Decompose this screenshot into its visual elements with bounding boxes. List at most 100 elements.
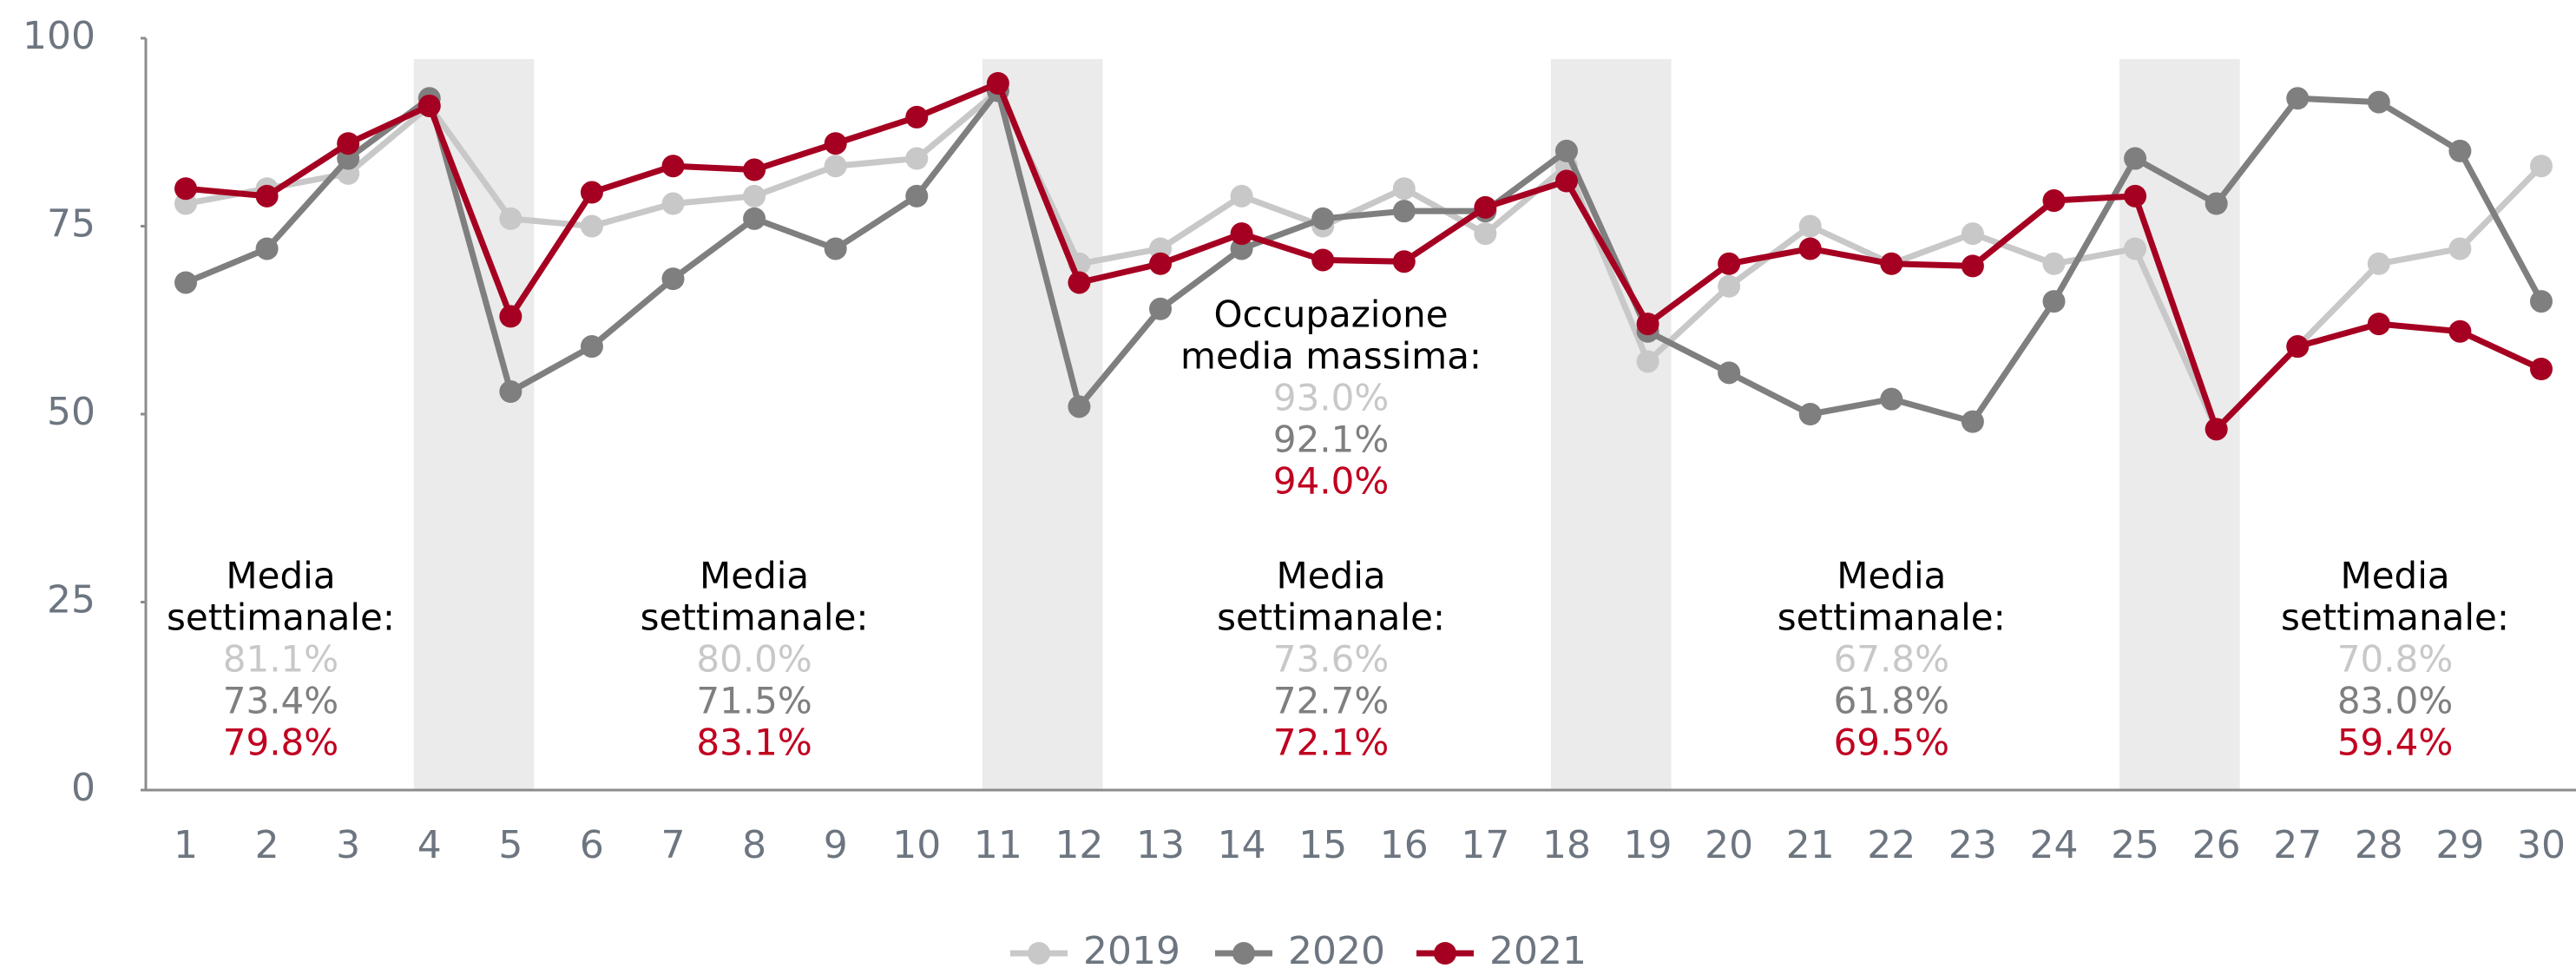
annotation-title: Media [2340, 555, 2449, 597]
x-tick-label: 28 [2355, 823, 2403, 867]
point [2042, 189, 2066, 213]
annotation-value: 92.1% [1273, 418, 1389, 461]
x-tick-label: 13 [1136, 823, 1185, 867]
y-tick-label: 100 [23, 14, 95, 58]
point [337, 132, 360, 155]
point [1068, 271, 1091, 294]
point [1961, 222, 1984, 246]
x-tick-label: 5 [498, 823, 522, 867]
point [1392, 177, 1416, 201]
point [2448, 139, 2472, 162]
annotation-value: 61.8% [1834, 680, 1949, 722]
point [2448, 320, 2472, 343]
point [2367, 313, 2390, 336]
series-line [185, 80, 2543, 432]
point [1798, 403, 1822, 425]
point [499, 380, 522, 404]
annotation-value: 81.1% [223, 638, 338, 681]
annotation-value: 72.7% [1273, 680, 1389, 722]
point [1798, 214, 1822, 238]
annotation-title: settimanale: [167, 596, 395, 639]
x-tick-label: 26 [2192, 823, 2241, 867]
point [2124, 147, 2147, 170]
point [1636, 350, 1659, 373]
annotation-title: Media [700, 555, 809, 597]
legend-marker [1028, 942, 1050, 965]
annotation-value: 69.5% [1834, 721, 1949, 764]
annotation-value: 83.1% [696, 721, 812, 764]
annotation-value: 67.8% [1834, 638, 1949, 681]
weekend-band [413, 59, 535, 790]
point [499, 207, 522, 230]
point [2286, 87, 2310, 110]
x-tick-label: 16 [1380, 823, 1429, 867]
x-tick-label: 1 [174, 823, 198, 867]
point [2124, 184, 2147, 208]
point [1880, 387, 1903, 411]
annotation-value: 59.4% [2337, 721, 2453, 764]
legend-item: 2020 [1215, 929, 1385, 973]
point [743, 184, 766, 208]
y-tick-label: 0 [71, 766, 95, 810]
point [255, 237, 279, 260]
point [661, 267, 685, 291]
point [2530, 358, 2553, 381]
point [1554, 169, 1578, 193]
x-tick-label: 20 [1705, 823, 1753, 867]
x-tick-label: 27 [2273, 823, 2322, 867]
x-tick-label: 7 [661, 823, 686, 867]
point [743, 207, 766, 230]
point [1718, 274, 1741, 298]
x-tick-label: 23 [1948, 823, 1997, 867]
annotation-title: media massima: [1180, 335, 1482, 378]
point [1392, 250, 1416, 273]
annotation-value: 93.0% [1273, 377, 1389, 419]
y-tick-label: 50 [47, 390, 95, 434]
x-tick-label: 8 [742, 823, 766, 867]
point [986, 71, 1009, 95]
point [2286, 335, 2310, 359]
x-tick-label: 15 [1298, 823, 1347, 867]
annotation-title: settimanale: [641, 596, 869, 639]
y-tick-label: 25 [47, 578, 95, 623]
point [824, 132, 847, 155]
annotation-title: settimanale: [2281, 596, 2509, 639]
point [580, 181, 603, 204]
annotation-title: Media [226, 555, 335, 597]
point [1554, 139, 1578, 162]
point [905, 105, 929, 128]
x-tick-label: 30 [2517, 823, 2566, 867]
x-tick-label: 12 [1055, 823, 1103, 867]
point [1636, 313, 1659, 336]
annotation-title: Occupazione [1213, 293, 1448, 336]
x-tick-label: 18 [1542, 823, 1591, 867]
point [661, 155, 685, 178]
point [417, 94, 441, 117]
point [1068, 395, 1091, 418]
point [2124, 237, 2147, 260]
annotation-value: 73.6% [1273, 638, 1389, 681]
point [2042, 252, 2066, 275]
annotation-title: Media [1837, 555, 1946, 597]
annotation-value: 73.4% [223, 680, 338, 722]
point [2530, 155, 2553, 178]
point [905, 147, 929, 170]
x-tick-label: 19 [1624, 823, 1672, 867]
annotation-value: 83.0% [2337, 680, 2453, 722]
x-tick-label: 2 [255, 823, 279, 867]
x-tick-label: 21 [1786, 823, 1835, 867]
annotation-value: 72.1% [1273, 721, 1389, 764]
x-tick-label: 14 [1218, 823, 1266, 867]
point [1311, 248, 1335, 272]
legend-item: 2019 [1010, 929, 1180, 973]
point [2205, 418, 2228, 441]
x-tick-label: 25 [2111, 823, 2159, 867]
point [2042, 290, 2066, 313]
point [2205, 192, 2228, 215]
annotation-title: settimanale: [1217, 596, 1445, 639]
x-tick-label: 24 [2029, 823, 2078, 867]
series-line [184, 88, 2545, 425]
x-tick-label: 11 [974, 823, 1022, 867]
point [1311, 207, 1335, 230]
